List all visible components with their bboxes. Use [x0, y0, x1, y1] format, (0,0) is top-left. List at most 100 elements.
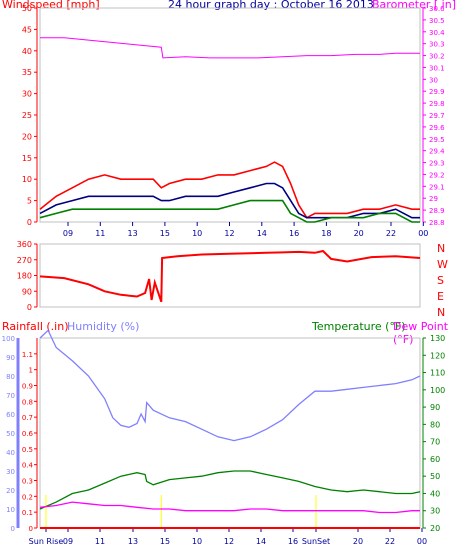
- time-tick-label: 12: [224, 537, 234, 546]
- wind-axis-tick-label: 0: [27, 218, 32, 227]
- wind-axis-tick-label: 35: [22, 68, 32, 77]
- wind-axis-tick-label: 10: [22, 175, 32, 184]
- barometer-axis-tick-label: 29.4: [429, 148, 445, 156]
- barometer-axis-tick-label: 29.2: [429, 171, 445, 179]
- time-tick-label: 16: [289, 229, 299, 238]
- time-tick-label: 14: [256, 537, 266, 546]
- direction-axis-tick-label: 180: [17, 272, 32, 281]
- time-tick-label: 10: [192, 537, 202, 546]
- rain-axis-tick-label: 0.8: [22, 398, 33, 406]
- series-wind_low: [39, 199, 420, 223]
- barometer-axis-tick-label: 29.6: [429, 124, 445, 132]
- panel-temp-frame: [39, 337, 421, 529]
- time-tick-label: 22: [386, 229, 396, 238]
- barometer-axis-tick-label: 30.3: [429, 41, 445, 49]
- wind-axis-tick-label: 5: [27, 197, 32, 206]
- wind-axis-tick-label: 40: [22, 47, 32, 56]
- barometer-axis-tick-label: 29.9: [429, 88, 445, 96]
- rain-axis-tick-label: 1: [29, 367, 33, 375]
- temperature-axis-tick-label: 70: [430, 438, 440, 447]
- temperature-axis-tick-label: 30: [430, 507, 440, 516]
- time-tick-label: 22: [385, 537, 395, 546]
- barometer-axis-tick-label: 30.6: [429, 5, 445, 13]
- series-wind_avg: [39, 182, 420, 219]
- wind-axis-tick-label: 50: [22, 4, 32, 13]
- temperature-label: Temperature (°F): [312, 320, 406, 333]
- compass-label: S: [437, 274, 444, 287]
- barometer-axis-tick-label: 29.7: [429, 112, 445, 120]
- rain-axis-tick-label: 1.1: [22, 351, 33, 359]
- rain-axis-tick-label: 0.1: [22, 509, 33, 517]
- time-tick-label: 09: [63, 537, 73, 546]
- barometer-axis-tick-label: 28.8: [429, 219, 445, 227]
- time-tick-label: 10: [192, 229, 202, 238]
- rain-axis-tick-label: 0.5: [22, 446, 33, 454]
- wind-axis-tick-label: 20: [22, 132, 32, 141]
- barometer-axis-tick-label: 30.5: [429, 17, 445, 25]
- series-barometer: [40, 37, 420, 59]
- temperature-axis-tick-label: 60: [430, 455, 440, 464]
- wind-axis-tick-label: 30: [22, 90, 32, 99]
- compass-label: N: [437, 242, 445, 255]
- compass-label: N: [437, 306, 445, 319]
- barometer-label: Barometer [ in]: [372, 0, 456, 11]
- windspeed-label: Windspeed [mph]: [2, 0, 100, 11]
- time-tick-label: 11: [95, 537, 105, 546]
- time-tick-label: 00: [417, 537, 427, 546]
- humidity-axis-tick-label: 0: [11, 525, 15, 533]
- humidity-axis-tick-label: 90: [6, 354, 15, 362]
- direction-axis-tick-label: 270: [17, 256, 32, 265]
- humidity-axis-tick-label: 50: [6, 430, 15, 438]
- direction-axis-tick-label: 0: [27, 303, 32, 312]
- humidity-label: Humidity (%): [67, 320, 140, 333]
- series-humidity: [39, 329, 421, 442]
- temperature-axis-tick-label: 110: [430, 369, 445, 378]
- temperature-axis-tick-label: 80: [430, 420, 440, 429]
- series-wind_max: [39, 161, 420, 219]
- barometer-axis-tick-label: 30.2: [429, 53, 445, 61]
- series-temperature: [39, 470, 421, 510]
- time-tick-label: 13: [128, 537, 138, 546]
- time-tick-label: 15: [160, 537, 170, 546]
- humidity-axis-tick-label: 20: [6, 487, 15, 495]
- time-tick-label: 20: [353, 537, 363, 546]
- barometer-axis-tick-label: 29.3: [429, 160, 445, 168]
- rain-axis-tick-label: 0.3: [22, 478, 33, 486]
- rainfall-label: Rainfall (.in): [2, 320, 69, 333]
- time-tick-label: 14: [257, 229, 267, 238]
- temperature-axis-tick-label: 100: [430, 386, 445, 395]
- time-tick-label: 15: [160, 229, 170, 238]
- humidity-axis-tick-label: 40: [6, 449, 15, 457]
- time-tick-label: 11: [95, 229, 105, 238]
- barometer-axis-tick-label: 29.5: [429, 136, 445, 144]
- time-tick-label: 12: [224, 229, 234, 238]
- rain-axis-tick-label: 0.2: [22, 493, 33, 501]
- barometer-axis-tick-label: 30.4: [429, 29, 445, 37]
- panel-direction-frame: [39, 243, 421, 308]
- temperature-axis-tick-label: 50: [430, 472, 440, 481]
- humidity-axis-tick-label: 30: [6, 468, 15, 476]
- humidity-axis-tick-label: 10: [6, 506, 15, 514]
- rain-axis-tick-label: 0.4: [22, 462, 34, 470]
- temperature-axis-tick-label: 120: [430, 351, 445, 360]
- graph-title: 24 hour graph day : October 16 2013: [168, 0, 374, 11]
- rain-axis-tick-label: 0.6: [22, 430, 34, 438]
- direction-axis-tick-label: 360: [17, 240, 32, 249]
- rain-axis-tick-label: 0: [29, 525, 33, 533]
- rain-axis-tick-label: 0.9: [22, 383, 33, 391]
- time-tick-label: 13: [128, 229, 138, 238]
- wind-axis-tick-label: 15: [22, 154, 32, 163]
- time-tick-label: 20: [354, 229, 364, 238]
- temperature-axis-tick-label: 40: [430, 489, 440, 498]
- barometer-axis-tick-label: 29.8: [429, 100, 445, 108]
- barometer-axis-tick-label: 29: [429, 195, 438, 203]
- time-tick-label: 16: [288, 537, 298, 546]
- series-wind-direction: [39, 249, 421, 303]
- series-dewpoint: [39, 501, 420, 514]
- humidity-axis-tick-label: 60: [6, 411, 15, 419]
- wind-axis-tick-label: 45: [22, 25, 32, 34]
- temperature-axis-tick-label: 20: [430, 524, 440, 533]
- wind-axis-tick-label: 25: [22, 111, 32, 120]
- barometer-axis-tick-label: 28.9: [429, 207, 445, 215]
